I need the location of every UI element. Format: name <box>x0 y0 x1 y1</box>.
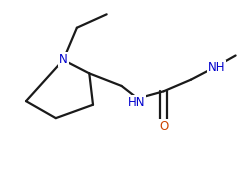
Text: O: O <box>159 120 168 133</box>
Text: NH: NH <box>208 61 225 74</box>
Text: HN: HN <box>128 96 145 109</box>
Text: N: N <box>59 53 68 66</box>
